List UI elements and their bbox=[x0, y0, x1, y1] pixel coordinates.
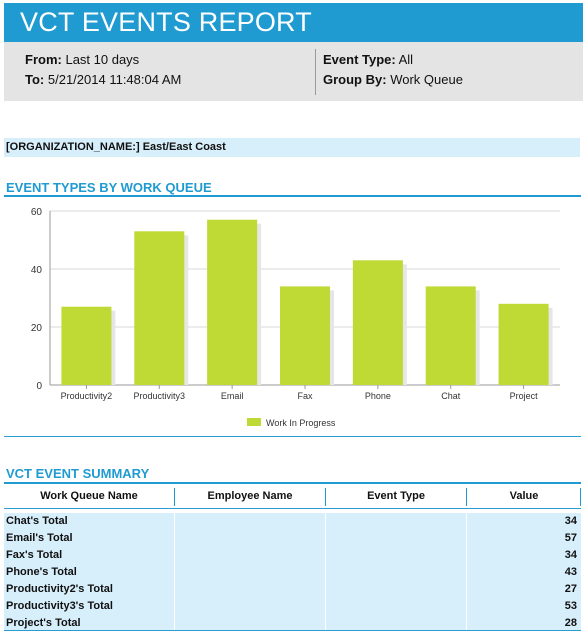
work-queue-total-name: Productivity2's Total bbox=[6, 583, 113, 595]
bar-chat bbox=[425, 286, 476, 385]
work-queue-total-name: Chat's Total bbox=[6, 515, 68, 527]
legend-swatch bbox=[247, 418, 261, 426]
work-queue-total-value: 57 bbox=[564, 532, 577, 544]
x-tick-label: Chat bbox=[441, 391, 461, 401]
group-by-label: Group By: bbox=[323, 72, 387, 87]
to-value: 5/21/2014 11:48:04 AM bbox=[47, 72, 182, 87]
work-queue-total-value: 53 bbox=[564, 600, 577, 612]
y-tick-label: 0 bbox=[36, 381, 42, 392]
bar-productivity3 bbox=[134, 231, 185, 385]
report-title-bar: VCT EVENTS REPORT bbox=[4, 3, 583, 42]
table-row: Phone's Total 43 bbox=[4, 564, 581, 581]
work-queue-total-value: 28 bbox=[564, 617, 577, 629]
summary-section-rule bbox=[4, 482, 581, 484]
work-queue-total-name: Productivity3's Total bbox=[6, 600, 113, 612]
summary-section-title: VCT EVENT SUMMARY bbox=[6, 466, 150, 481]
x-tick-label: Project bbox=[510, 391, 539, 401]
table-row: Chat's Total 34 bbox=[4, 513, 581, 530]
col-work-queue-name: Work Queue Name bbox=[40, 490, 138, 502]
work-queue-bar-chart: 0 20 40 60 Productivity2 Productivity3 Email Fa… bbox=[31, 207, 560, 428]
table-row: Productivity2's Total 27 bbox=[4, 581, 581, 598]
from-value: Last 10 days bbox=[65, 52, 140, 67]
col-employee-name: Employee Name bbox=[207, 490, 293, 502]
bar-email bbox=[207, 219, 258, 385]
x-tick-label: Email bbox=[221, 391, 244, 401]
work-queue-total-value: 27 bbox=[564, 583, 577, 595]
table-header-rule bbox=[4, 508, 581, 509]
chart-section-rule bbox=[4, 195, 581, 197]
header-separator bbox=[174, 488, 175, 506]
work-queue-total-value: 34 bbox=[564, 515, 577, 527]
table-row: Productivity3's Total 53 bbox=[4, 598, 581, 615]
organization-bar: [ORGANIZATION_NAME:] East/East Coast bbox=[4, 138, 580, 157]
organization-text: [ORGANIZATION_NAME:] East/East Coast bbox=[6, 141, 226, 153]
x-tick-label: Productivity2 bbox=[61, 391, 113, 401]
table-row: Fax's Total 34 bbox=[4, 547, 581, 564]
organization-label: [ORGANIZATION_NAME:] bbox=[6, 141, 140, 153]
work-queue-total-name: Project's Total bbox=[6, 617, 81, 629]
summary-table-header: Work Queue Name Employee Name Event Type… bbox=[4, 486, 581, 508]
bar-fax bbox=[280, 286, 330, 385]
chart-bottom-rule bbox=[4, 436, 581, 437]
to-filter: To: 5/21/2014 11:48:04 AM bbox=[25, 72, 181, 87]
from-label: From: bbox=[25, 52, 62, 67]
y-tick-label: 20 bbox=[31, 323, 43, 334]
chart-section-title: EVENT TYPES BY WORK QUEUE bbox=[6, 180, 212, 195]
filter-divider bbox=[315, 49, 316, 95]
event-type-filter: Event Type: All bbox=[323, 52, 413, 67]
header-separator bbox=[580, 488, 581, 506]
y-tick-label: 40 bbox=[31, 265, 43, 276]
column-separator bbox=[325, 513, 326, 630]
work-queue-total-name: Phone's Total bbox=[6, 566, 77, 578]
event-type-label: Event Type: bbox=[323, 52, 396, 67]
x-tick-label: Fax bbox=[297, 391, 313, 401]
y-tick-label: 60 bbox=[31, 207, 43, 218]
work-queue-total-name: Email's Total bbox=[6, 532, 73, 544]
table-bottom-rule bbox=[4, 630, 581, 631]
work-queue-total-value: 43 bbox=[564, 566, 577, 578]
column-separator bbox=[466, 513, 467, 630]
to-label: To: bbox=[25, 72, 45, 87]
header-separator bbox=[325, 488, 326, 506]
group-by-value: Work Queue bbox=[390, 72, 463, 87]
organization-value: East/East Coast bbox=[142, 141, 226, 153]
bar-project bbox=[498, 303, 549, 385]
column-separator bbox=[174, 513, 175, 630]
work-queue-total-name: Fax's Total bbox=[6, 549, 63, 561]
event-type-value: All bbox=[398, 52, 414, 67]
from-filter: From: Last 10 days bbox=[25, 52, 139, 67]
report-title: VCT EVENTS REPORT bbox=[20, 7, 312, 37]
header-separator bbox=[466, 488, 467, 506]
x-tick-label: Phone bbox=[365, 391, 391, 401]
bar-phone bbox=[352, 260, 403, 385]
col-value: Value bbox=[509, 490, 539, 502]
table-row: Project's Total 28 bbox=[4, 615, 581, 632]
col-event-type: Event Type bbox=[367, 490, 425, 502]
summary-table-body: Chat's Total 34 Email's Total 57 Fax's T… bbox=[4, 513, 581, 630]
bar-productivity2 bbox=[61, 306, 112, 385]
work-queue-total-value: 34 bbox=[564, 549, 577, 561]
group-by-filter: Group By: Work Queue bbox=[323, 72, 463, 87]
legend-label: Work In Progress bbox=[266, 418, 336, 428]
x-tick-label: Productivity3 bbox=[134, 391, 186, 401]
table-row: Email's Total 57 bbox=[4, 530, 581, 547]
filter-panel: From: Last 10 days To: 5/21/2014 11:48:0… bbox=[4, 42, 583, 101]
